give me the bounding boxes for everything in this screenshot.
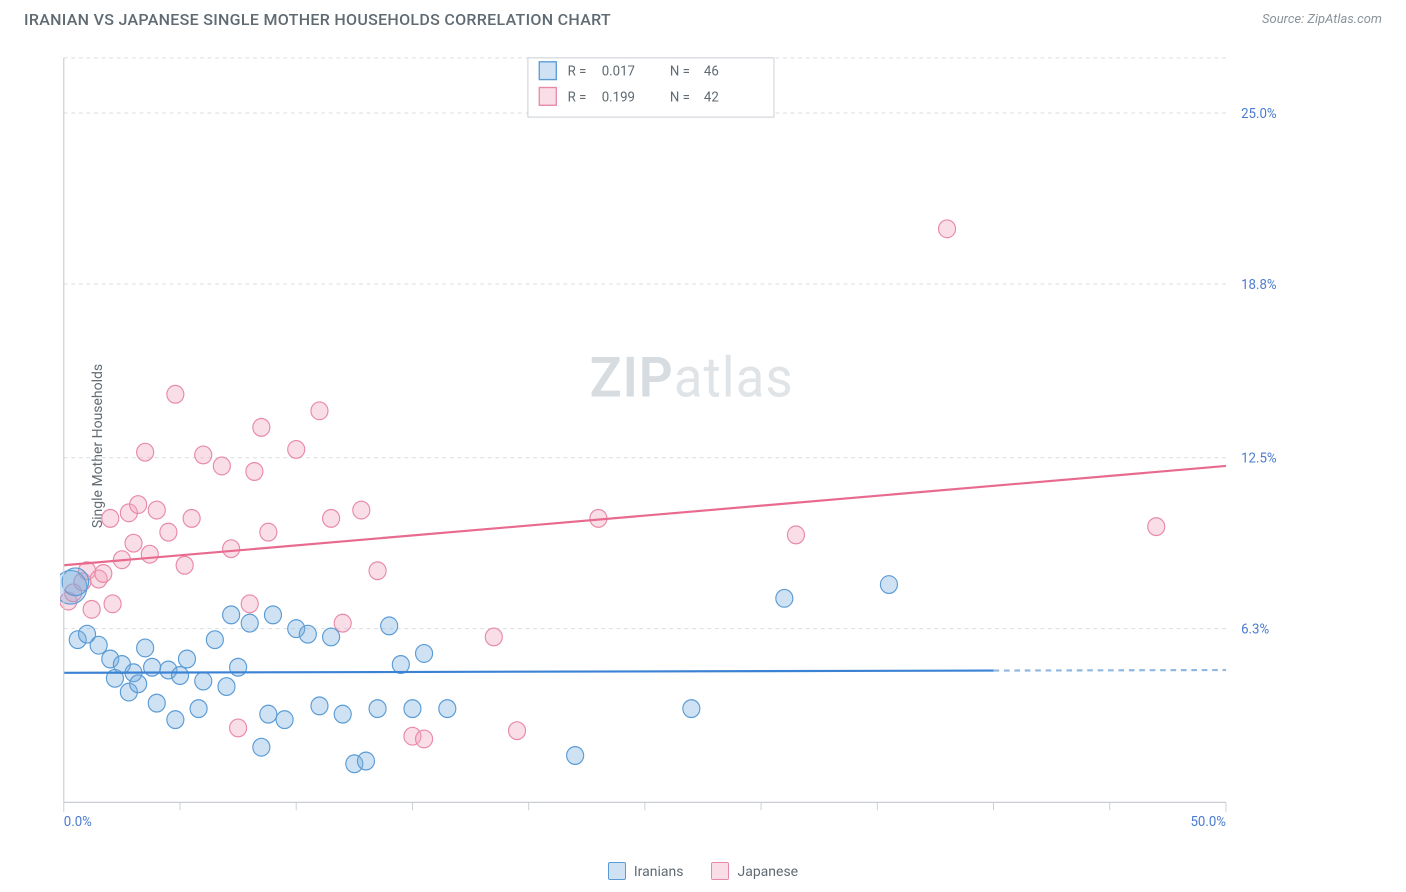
data-point (253, 418, 270, 436)
data-point (416, 645, 433, 663)
data-point (167, 711, 184, 729)
data-point (311, 697, 328, 715)
data-point (137, 639, 154, 657)
data-point (130, 496, 147, 514)
data-point (79, 625, 96, 643)
data-point (323, 509, 340, 527)
data-point (392, 656, 409, 674)
data-point (880, 576, 897, 594)
data-point (299, 625, 316, 643)
watermark: ZIPatlas (590, 346, 794, 410)
legend-r-label: R = (568, 63, 587, 79)
data-point (357, 752, 374, 770)
data-point (206, 631, 223, 649)
data-point (776, 589, 793, 607)
x-tick-label: 50.0% (1190, 814, 1226, 830)
data-point (1148, 518, 1165, 536)
data-point (276, 711, 293, 729)
chart-source: Source: ZipAtlas.com (1262, 12, 1382, 27)
legend-swatch (539, 87, 556, 105)
chart-title: IRANIAN VS JAPANESE SINGLE MOTHER HOUSEH… (24, 10, 611, 29)
data-point (264, 606, 281, 624)
y-tick-label: 18.8% (1241, 277, 1277, 293)
data-point (567, 747, 584, 765)
data-point (160, 523, 177, 541)
data-point (485, 628, 502, 646)
data-point (102, 509, 119, 527)
data-point (439, 700, 456, 718)
legend-japanese: Japanese (711, 862, 798, 880)
data-point (125, 534, 142, 552)
data-point (130, 675, 147, 693)
data-point (683, 700, 700, 718)
trend-line-iranians-ext (994, 670, 1226, 671)
data-point (104, 595, 121, 613)
legend-stats-box (528, 58, 774, 117)
data-point (334, 614, 351, 632)
y-tick-label: 6.3% (1241, 621, 1269, 637)
data-point (213, 457, 230, 475)
swatch-pink (711, 862, 729, 880)
legend-n-value: 42 (704, 89, 719, 105)
data-point (195, 446, 212, 464)
chart-svg: 6.3% 12.5% 18.8% 25.0% ZIPatlas 0.0% 50.0% R = 0… (60, 48, 1296, 832)
data-point (148, 501, 165, 519)
data-point (311, 402, 328, 420)
data-point (230, 658, 247, 676)
legend-n-value: 46 (704, 63, 719, 79)
data-point (223, 606, 240, 624)
data-point (416, 730, 433, 748)
data-point (509, 722, 526, 740)
legend-bottom: Iranians Japanese (0, 862, 1406, 880)
legend-r-label: R = (568, 89, 587, 105)
legend-r-value: 0.017 (602, 63, 636, 79)
data-point (288, 441, 305, 459)
data-point (369, 562, 386, 580)
legend-n-label: N = (670, 63, 690, 79)
trend-line-japanese (64, 466, 1226, 565)
data-point (939, 220, 956, 238)
data-point (241, 614, 258, 632)
data-point (253, 738, 270, 756)
y-tick-label: 12.5% (1241, 450, 1277, 466)
data-point (787, 526, 804, 544)
chart-header: IRANIAN VS JAPANESE SINGLE MOTHER HOUSEH… (0, 0, 1406, 35)
legend-swatch (539, 62, 556, 80)
data-point (218, 678, 235, 696)
y-tick-label: 25.0% (1241, 106, 1277, 122)
data-point (141, 545, 158, 563)
data-point (195, 672, 212, 690)
trend-line-iranians (64, 671, 994, 673)
data-point (323, 628, 340, 646)
data-point (334, 705, 351, 723)
data-point (148, 694, 165, 712)
data-point (369, 700, 386, 718)
data-point (83, 600, 100, 618)
data-point (223, 540, 240, 558)
data-point (171, 667, 188, 685)
data-point (62, 568, 88, 596)
data-point (246, 463, 263, 481)
data-point (404, 700, 421, 718)
data-point (353, 501, 370, 519)
legend-iranians: Iranians (608, 862, 684, 880)
data-point (95, 565, 112, 583)
data-point (178, 650, 195, 668)
x-tick-label: 0.0% (64, 814, 92, 830)
data-point (190, 700, 207, 718)
data-point (260, 705, 277, 723)
legend-n-label: N = (670, 89, 690, 105)
data-point (381, 617, 398, 635)
data-point (176, 556, 193, 574)
data-point (241, 595, 258, 613)
chart-area: 6.3% 12.5% 18.8% 25.0% ZIPatlas 0.0% 50.0% R = 0… (60, 48, 1296, 832)
swatch-blue (608, 862, 626, 880)
data-point (230, 719, 247, 737)
data-point (167, 385, 184, 403)
legend-r-value: 0.199 (602, 89, 635, 105)
data-point (183, 509, 200, 527)
data-point (137, 443, 154, 461)
data-point (260, 523, 277, 541)
